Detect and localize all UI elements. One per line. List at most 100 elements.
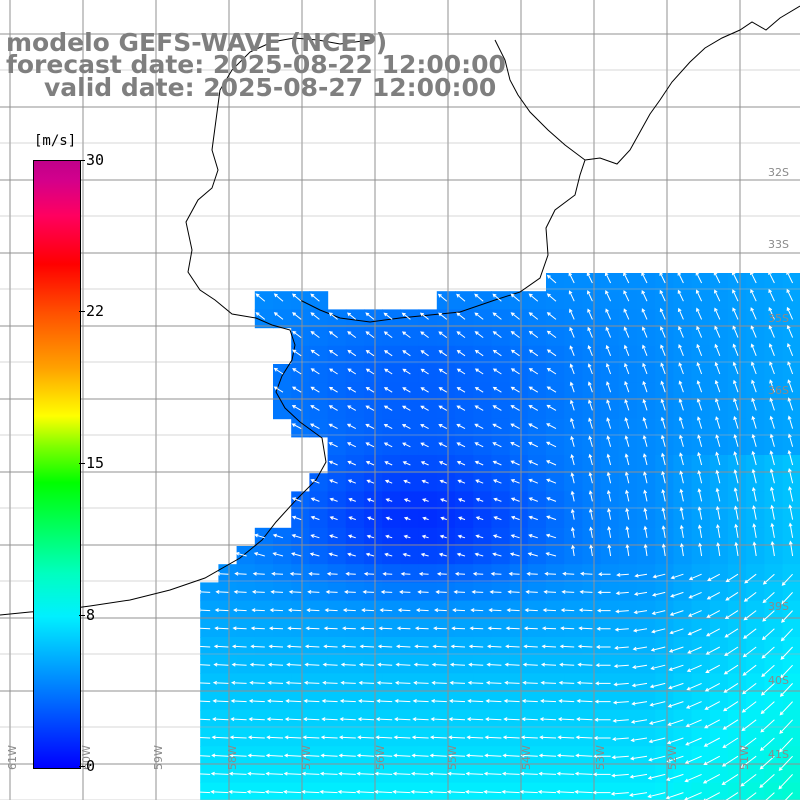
wind-arrow (751, 450, 757, 466)
wind-arrow (743, 628, 757, 639)
wind-arrow (770, 486, 775, 502)
wind-arrow (465, 753, 484, 758)
wind-cell (400, 782, 420, 800)
wind-arrow (310, 368, 320, 375)
wind-arrow (576, 699, 593, 703)
wind-arrow (634, 573, 648, 578)
wind-arrow (667, 701, 684, 708)
wind-arrow (569, 326, 575, 338)
wind-arrow (307, 589, 320, 594)
wind-arrow (596, 608, 611, 613)
wind-arrow (606, 417, 612, 429)
wind-cell (345, 637, 365, 656)
wind-arrow (623, 308, 630, 320)
wind-arrow (641, 271, 648, 284)
wind-arrow (610, 791, 629, 796)
wind-arrow (759, 737, 775, 751)
wind-arrow (660, 326, 666, 338)
wind-cell (236, 673, 256, 693)
wind-arrow (571, 544, 575, 557)
wind-arrow (723, 701, 739, 712)
wind-cell (455, 709, 474, 729)
wind-arrow (248, 699, 265, 703)
wind-arrow (697, 524, 703, 538)
longitude-label: 59W (152, 745, 165, 770)
wind-arrow (291, 534, 302, 539)
wind-arrow (625, 507, 630, 520)
wind-cell (473, 582, 492, 602)
wind-arrow (338, 771, 356, 776)
wind-arrows (192, 270, 794, 800)
wind-cell (309, 600, 329, 620)
wind-arrow (725, 591, 739, 601)
wind-arrow (642, 453, 648, 466)
wind-cell (728, 728, 747, 747)
wind-arrow (487, 626, 502, 631)
wind-arrow (661, 543, 666, 557)
wind-arrow (449, 662, 466, 667)
wind-arrow (272, 533, 284, 539)
wind-arrow (329, 479, 338, 484)
wind-cell (782, 527, 800, 547)
wind-arrow (356, 771, 375, 776)
wind-arrow (546, 497, 557, 502)
wind-arrow (733, 505, 739, 520)
wind-arrow (268, 644, 284, 649)
wind-cell (782, 618, 800, 638)
wind-arrow (374, 789, 393, 794)
wind-cell (509, 709, 529, 729)
wind-cell (455, 746, 474, 765)
wind-cell (509, 746, 529, 765)
wind-cell (254, 709, 274, 729)
wind-cell (564, 618, 583, 638)
wind-cell (236, 728, 256, 747)
wind-arrow (397, 608, 411, 613)
wind-arrow (570, 417, 575, 429)
wind-cell (691, 709, 711, 729)
wind-cell (200, 618, 219, 638)
wind-arrow (546, 274, 557, 284)
wind-arrow (375, 717, 393, 722)
wind-cell (218, 618, 238, 638)
wind-arrow (629, 773, 648, 779)
wind-arrow (392, 789, 411, 794)
wind-cell (364, 764, 383, 784)
wind-arrow (770, 504, 775, 520)
wind-arrow (305, 626, 320, 631)
colorbar (33, 160, 81, 769)
wind-arrow (714, 379, 721, 393)
wind-arrow (292, 330, 302, 339)
wind-arrow (365, 331, 375, 339)
wind-cell (782, 728, 800, 747)
wind-arrow (696, 362, 703, 375)
wind-arrow (787, 467, 794, 484)
wind-arrow (465, 771, 484, 776)
wind-arrow (779, 683, 793, 697)
wind-cell (637, 546, 656, 565)
wind-arrow (545, 460, 557, 466)
wind-arrow (507, 589, 520, 594)
wind-cell (345, 728, 365, 747)
wind-arrow (557, 735, 575, 740)
wind-arrow (456, 368, 466, 375)
wind-cell (436, 582, 456, 602)
wind-arrow (357, 717, 375, 722)
wind-arrow (420, 461, 429, 466)
wind-arrow (456, 312, 466, 320)
wind-cell (400, 582, 420, 602)
wind-cell (418, 709, 438, 729)
wind-arrow (651, 628, 666, 634)
wind-arrow (485, 680, 502, 685)
wind-arrow (321, 699, 338, 703)
wind-arrow (438, 387, 448, 393)
wind-cell (564, 764, 583, 784)
wind-cell (491, 600, 511, 620)
wind-arrow (255, 312, 266, 320)
wind-arrow (725, 573, 739, 583)
wind-arrow (751, 397, 757, 411)
wind-cell (728, 673, 747, 693)
wind-arrow (523, 644, 538, 649)
wind-arrow (492, 460, 502, 466)
wind-cell (564, 746, 583, 765)
wind-arrow (447, 753, 466, 758)
